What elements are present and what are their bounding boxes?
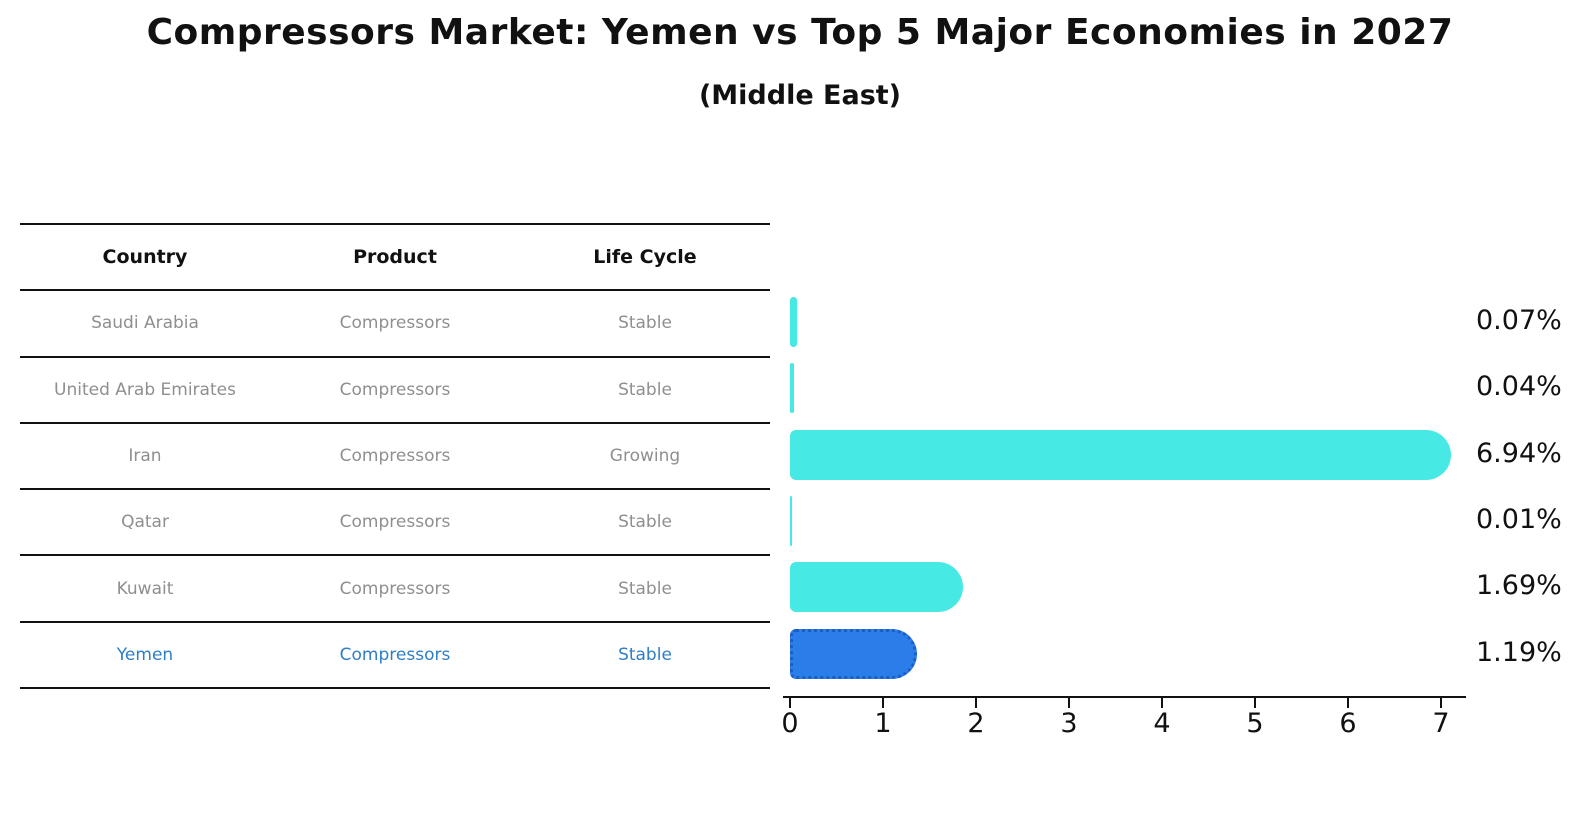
cell-country: Qatar [121,512,169,533]
value-label-yemen: 1.19% [1476,636,1562,668]
cell-product: Compressors [339,644,451,665]
table-row: United Arab Emirates Compressors Stable [20,358,770,424]
bar-iran [790,429,1452,480]
bar-yemen [790,628,917,679]
chart-title: Compressors Market: Yemen vs Top 5 Major… [146,12,1454,53]
cell-product: Compressors [339,512,451,533]
table-row: Saudi Arabia Compressors Stable [20,291,770,358]
table-row: Qatar Compressors Stable [20,490,770,557]
value-label-qatar: 0.01% [1476,503,1562,535]
x-axis-tick-label: 6 [1339,708,1357,739]
x-axis-tick [1254,698,1256,708]
cell-life-cycle: Stable [618,644,672,665]
column-header-product: Product [353,246,437,269]
x-axis-tick [1068,698,1070,708]
cell-life-cycle: Stable [618,313,672,334]
value-label-saudi-arabia: 0.07% [1476,305,1562,336]
value-label-kuwait: 1.69% [1476,570,1562,602]
x-axis-tick [975,698,977,708]
chart-subtitle: (Middle East) [698,80,902,111]
cell-country: Iran [128,446,162,467]
cell-product: Compressors [339,379,451,400]
table-row: Kuwait Compressors Stable [20,556,770,623]
cell-life-cycle: Stable [618,512,672,533]
x-axis-tick-label: 1 [874,708,892,739]
x-axis-line [783,696,1466,698]
x-axis-tick-label: 3 [1060,708,1078,739]
x-axis-tick-label: 0 [781,708,799,739]
cell-product: Compressors [339,446,451,467]
bar-united-arab-emirates [790,363,794,414]
bar-kuwait [790,562,964,613]
table-row: Iran Compressors Growing [20,424,770,491]
value-label-united-arab-emirates: 0.04% [1476,371,1562,403]
table-header-row: Country Product Life Cycle [20,225,770,292]
x-axis-tick-label: 5 [1246,708,1264,739]
bar-qatar [790,495,792,546]
x-axis-tick [882,698,884,708]
country-info-table: Country Product Life Cycle Saudi Arabia … [20,223,770,690]
cell-country: Yemen [116,644,174,665]
cell-life-cycle: Growing [609,446,681,467]
x-axis-tick [1440,698,1442,708]
cell-life-cycle: Stable [618,379,672,400]
x-axis-tick-label: 7 [1432,708,1450,739]
table-row-yemen-highlighted: Yemen Compressors Stable [20,623,770,690]
column-header-life-cycle: Life Cycle [593,246,697,269]
x-axis-tick-label: 2 [967,708,985,739]
bar-saudi-arabia [790,297,797,347]
value-label-iran: 6.94% [1476,437,1562,469]
x-axis-tick [789,698,791,708]
cell-country: Kuwait [116,578,174,599]
x-axis-tick [1347,698,1349,708]
cell-product: Compressors [339,313,451,334]
x-axis-tick-label: 4 [1153,708,1171,739]
cell-life-cycle: Stable [618,578,672,599]
x-axis-tick [1161,698,1163,708]
cell-country: United Arab Emirates [54,379,236,400]
cell-product: Compressors [339,578,451,599]
cell-country: Saudi Arabia [91,313,199,334]
column-header-country: Country [102,246,188,269]
